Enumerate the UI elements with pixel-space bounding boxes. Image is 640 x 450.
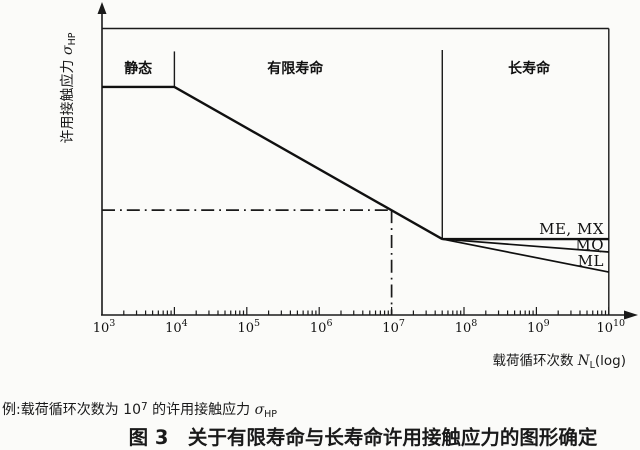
example-note: 例:载荷循环次数为 107 的许用接触应力 σHP: [2, 399, 278, 420]
x-tick-label: 108: [455, 318, 478, 336]
x-tick-label: 103: [93, 318, 116, 336]
series-ml-label: ML: [578, 252, 604, 270]
x-tick-label: 104: [165, 318, 188, 336]
n-symbol: N: [577, 353, 590, 369]
x-tick-label: 107: [382, 318, 405, 336]
y-axis-arrow-icon: [97, 2, 107, 14]
y-axis-label: 许用接触应力 σHP: [57, 32, 78, 144]
example-note-mid: 的许用接触应力: [147, 402, 255, 418]
region-label: 有限寿命: [267, 60, 324, 77]
x-tick-label: 105: [238, 318, 261, 336]
series-mq: [442, 238, 609, 253]
example-note-prefix: 例:载荷循环次数为 10: [2, 402, 141, 418]
figure-title: 图 3 关于有限寿命与长寿命许用接触应力的图形确定: [128, 426, 598, 449]
region-label: 静态: [124, 60, 152, 77]
x-axis-label: 载荷循环次数 NL(log): [492, 349, 626, 371]
example-note-sigma: σ: [254, 402, 265, 418]
y-axis-label-text: 许用接触应力: [60, 54, 76, 144]
sigma-symbol: σ: [60, 45, 76, 55]
n-subscript: L: [589, 360, 595, 371]
x-tick-label: 106: [310, 318, 333, 336]
x-axis-label-suffix: (log): [594, 353, 626, 369]
series-main-curve: [102, 85, 443, 241]
series-memx-label: ME, MX: [539, 220, 604, 238]
series-ml: [442, 238, 609, 273]
example-note-subscript: HP: [264, 409, 278, 420]
x-tick-label: 1010: [596, 318, 625, 336]
x-axis-arrow-icon: [624, 310, 638, 320]
x-axis-label-text: 载荷循环次数: [492, 353, 578, 369]
example-note-exponent: 7: [140, 401, 148, 413]
x-tick-label: 109: [527, 318, 550, 336]
sigma-subscript: HP: [67, 32, 78, 46]
region-label: 长寿命: [508, 60, 551, 77]
series-mq-label: MQ: [575, 236, 604, 254]
